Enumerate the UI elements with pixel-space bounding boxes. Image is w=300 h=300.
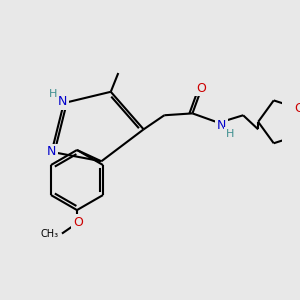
Text: N: N (57, 95, 67, 108)
Text: O: O (196, 82, 206, 94)
Text: H: H (226, 129, 234, 139)
Text: N: N (47, 146, 56, 158)
Text: N: N (217, 119, 226, 132)
Text: O: O (73, 216, 83, 229)
Text: CH₃: CH₃ (40, 229, 58, 238)
Text: H: H (48, 89, 57, 99)
Text: O: O (294, 102, 300, 115)
